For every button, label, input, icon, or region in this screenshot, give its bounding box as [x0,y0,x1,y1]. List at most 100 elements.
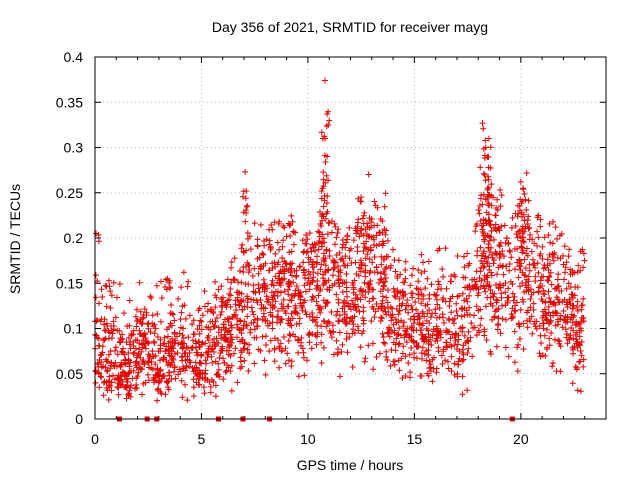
data-point [265,296,272,303]
data-point [464,298,471,305]
data-point [396,302,403,309]
data-point [334,351,341,358]
data-point [380,256,387,263]
data-point [113,294,120,301]
data-point [389,314,396,321]
data-point [102,327,109,334]
data-point [534,260,541,267]
data-point [446,302,453,309]
data-point [209,345,216,352]
data-point [507,248,514,255]
data-point [545,288,552,295]
data-point [431,291,438,298]
data-point [360,320,367,327]
data-point [365,171,372,178]
data-point [240,297,247,304]
data-point [323,210,330,217]
data-point [296,320,303,327]
data-point [290,228,297,235]
data-point [554,276,561,283]
data-point [478,315,485,322]
data-point [532,264,539,271]
x-axis-label: GPS time / hours [297,457,404,473]
data-point [324,319,331,326]
data-point [502,289,509,296]
data-point [523,276,530,283]
data-point [355,327,362,334]
data-point [563,259,570,266]
data-point [182,367,189,374]
data-point [251,334,258,341]
data-point [522,225,529,232]
data-point [360,304,367,311]
data-point [475,206,482,213]
data-point [373,354,380,361]
data-point [342,318,349,325]
data-point [426,307,433,314]
data-point [321,279,328,286]
data-point [335,300,342,307]
data-point [324,286,331,293]
data-point [96,300,103,307]
data-point [555,271,562,278]
data-point [575,262,582,269]
data-point [297,293,304,300]
data-point [580,315,587,322]
data-point [244,202,251,209]
data-point [301,372,308,379]
data-point [310,294,317,301]
data-point [488,227,495,234]
data-point [541,261,548,268]
y-tick-label: 0.25 [56,185,83,201]
data-point [334,230,341,237]
y-axis-label: SRMTID / TECUs [7,184,23,294]
data-point [344,349,351,356]
data-point [531,240,538,247]
data-point [451,360,458,367]
data-point [291,292,298,299]
data-point [534,228,541,235]
data-point [233,334,240,341]
data-point [280,223,287,230]
data-point [119,345,126,352]
data-point [195,307,202,314]
data-point [378,253,385,260]
data-point [306,281,313,288]
data-point [165,386,172,393]
data-point [178,339,185,346]
data-point [244,235,251,242]
data-point [486,282,493,289]
data-point [480,170,487,177]
data-point [281,288,288,295]
data-point [512,223,519,230]
data-point [179,345,186,352]
data-point [527,304,534,311]
data-point [494,322,501,329]
data-point [211,323,218,330]
data-point [383,294,390,301]
data-point [480,232,487,239]
data-point [287,332,294,339]
data-point [360,212,367,219]
data-point [242,195,249,202]
data-point [108,387,115,394]
data-point [279,243,286,250]
data-point [479,120,486,127]
data-point [568,324,575,331]
data-point [516,257,523,264]
data-point [255,270,262,277]
data-point [330,329,337,336]
data-point [512,308,519,315]
data-point [574,387,581,394]
data-point [578,327,585,334]
data-point [359,291,366,298]
data-point [511,245,518,252]
data-point [297,342,304,349]
data-point [205,349,212,356]
data-point [282,310,289,317]
data-point [381,305,388,312]
data-point [166,372,173,379]
data-point [193,344,200,351]
data-point [171,317,178,324]
data-point [133,354,140,361]
